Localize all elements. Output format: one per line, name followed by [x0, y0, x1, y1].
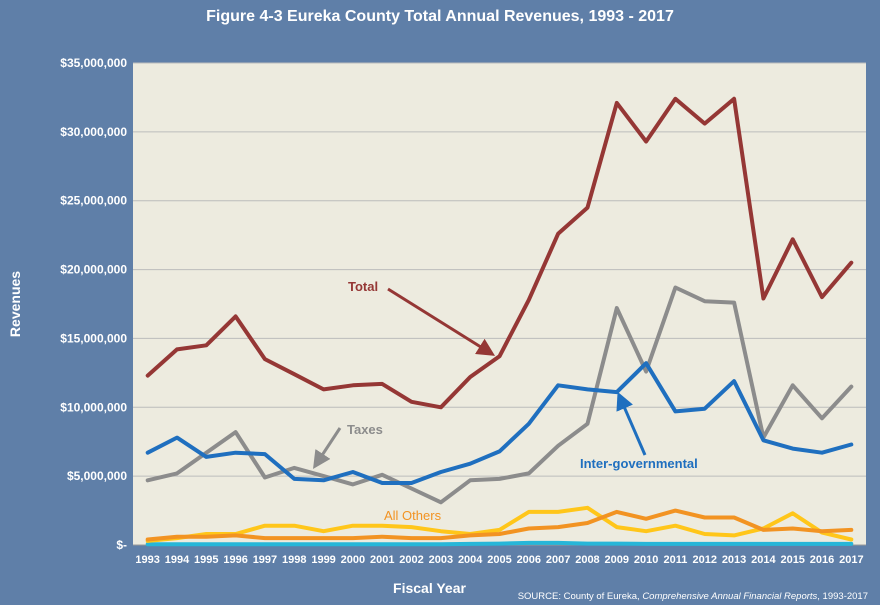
x-tick-label: 2000 [341, 554, 365, 566]
plot-area [133, 63, 866, 545]
annotation-taxes-arrow [313, 427, 342, 470]
x-tick-label: 2010 [634, 554, 658, 566]
series-intergovernmental-line [145, 361, 854, 485]
x-tick-label: 2002 [399, 554, 423, 566]
x-tick-label: 1993 [135, 554, 159, 566]
source-note: SOURCE: County of Eureka, Comprehensive … [518, 591, 868, 602]
y-tick-label: $20,000,000 [60, 263, 127, 277]
x-tick-label: 1995 [194, 554, 218, 566]
x-tick-label: 2001 [370, 554, 394, 566]
x-tick-label: 2012 [692, 554, 716, 566]
annotations: Total Taxes Inter-governmental All Others [313, 279, 698, 523]
y-tick-label: $10,000,000 [60, 400, 127, 414]
x-tick-label: 1999 [311, 554, 335, 566]
annotation-taxes: Taxes [347, 422, 383, 437]
x-tick-label: 2007 [546, 554, 570, 566]
x-tick-label: 2011 [663, 554, 687, 566]
x-tick-label: 1994 [165, 554, 190, 566]
source-suffix: , 1993-2017 [817, 591, 868, 602]
y-axis-title: Revenues [7, 271, 23, 337]
x-tick-label: 2003 [429, 554, 453, 566]
x-tick-label: 2013 [722, 554, 746, 566]
series-lines [145, 96, 854, 547]
series-all-others-line [145, 508, 854, 542]
x-tick-label: 2015 [780, 554, 804, 566]
source-publication: Comprehensive Annual Financial Reports [642, 591, 818, 602]
x-tick-label: 2008 [575, 554, 599, 566]
x-tick-label: 2005 [487, 554, 511, 566]
x-tick-label: 2006 [517, 554, 541, 566]
y-tick-label: $35,000,000 [60, 56, 127, 70]
y-tick-label: $30,000,000 [60, 125, 127, 139]
y-tick-label: $15,000,000 [60, 331, 127, 345]
series-yellow-line [145, 505, 854, 543]
x-tick-label: 2016 [810, 554, 834, 566]
annotation-total-arrow [387, 287, 496, 356]
x-tick-label: 1997 [253, 554, 277, 566]
annotation-all-others: All Others [384, 508, 442, 523]
annotation-total: Total [348, 279, 378, 294]
x-tick-label: 2009 [605, 554, 629, 566]
annotation-intergovernmental-arrow [616, 391, 647, 456]
x-tick-label: 2004 [458, 554, 483, 566]
y-axis-ticks: $- $5,000,000 $10,000,000 $15,000,000 $20,00… [60, 56, 127, 552]
x-axis-ticks: 1993 1994 1995 1996 1997 1998 1999 2000 2001 2002… [135, 554, 863, 566]
chart-title: Figure 4-3 Eureka County Total Annual Re… [206, 8, 674, 25]
y-tick-label: $25,000,000 [60, 194, 127, 208]
x-tick-label: 2017 [839, 554, 863, 566]
series-cyan-line [145, 540, 854, 547]
y-tick-label: $5,000,000 [67, 469, 127, 483]
series-taxes-line [145, 285, 854, 505]
source-prefix: SOURCE: County of Eureka, [517, 591, 643, 602]
x-axis-title: Fiscal Year [393, 580, 466, 596]
series-total-line [145, 96, 854, 410]
y-tick-label: $- [116, 538, 127, 552]
x-tick-label: 1996 [223, 554, 247, 566]
x-tick-label: 2014 [751, 554, 776, 566]
x-tick-label: 1998 [282, 554, 306, 566]
annotation-intergovernmental: Inter-governmental [580, 456, 698, 471]
